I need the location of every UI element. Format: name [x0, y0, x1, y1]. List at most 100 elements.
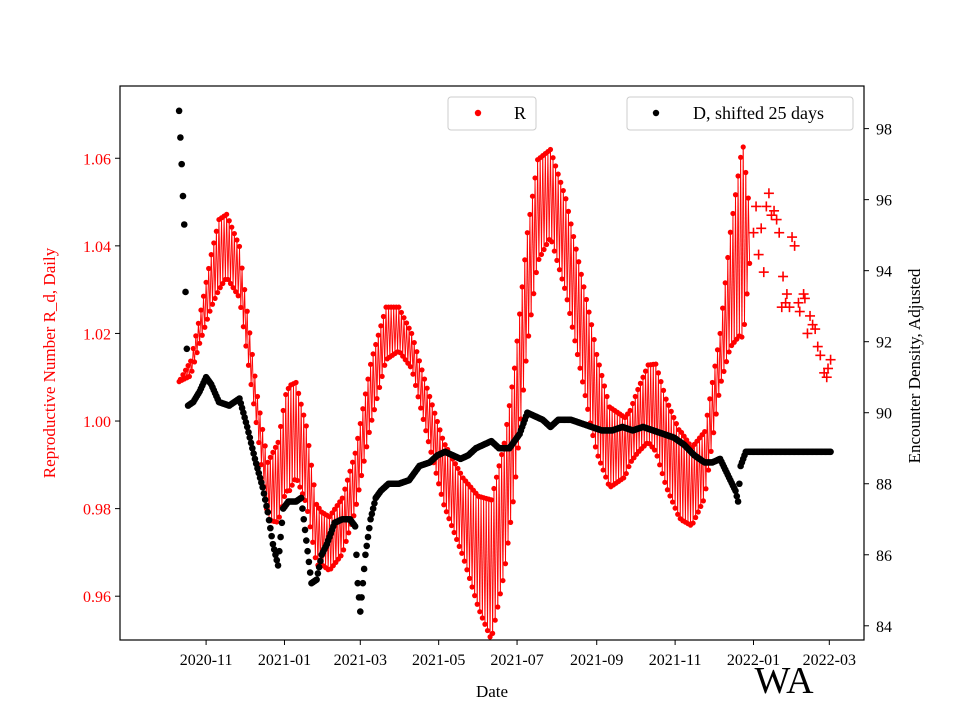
r-point	[346, 530, 352, 536]
d-point	[243, 423, 251, 431]
r-projected-point	[778, 271, 789, 282]
y-axis-left: 0.96 0.98 1.00 1.02 1.04 1.06	[83, 151, 120, 606]
r-point	[495, 604, 501, 610]
r-connector	[303, 415, 306, 501]
r-connector	[350, 462, 354, 525]
r-point	[236, 243, 243, 250]
d-point	[178, 160, 185, 168]
d-point	[269, 540, 277, 548]
r-connector	[718, 333, 721, 396]
r-point	[479, 615, 485, 621]
d-point	[356, 608, 364, 615]
r-point	[573, 246, 579, 252]
r-connector	[499, 454, 503, 594]
r-point	[508, 519, 514, 525]
y-right-tick-label: 98	[876, 122, 892, 139]
r-connector	[580, 274, 584, 382]
r-point	[735, 173, 741, 179]
r-projected-point	[758, 267, 769, 278]
r-point	[338, 553, 344, 559]
r-connector	[355, 438, 359, 505]
r-projected-point	[789, 240, 800, 251]
d-point	[247, 439, 255, 447]
r-projected-point	[784, 302, 795, 313]
r-point	[448, 522, 455, 529]
d-point	[314, 570, 322, 577]
d-point	[260, 490, 268, 497]
d-point	[365, 524, 373, 532]
r-connector	[384, 307, 387, 366]
d-point	[180, 221, 188, 228]
r-point	[220, 280, 226, 287]
r-connector	[601, 375, 604, 471]
r-point	[451, 529, 457, 536]
d-point	[276, 547, 283, 555]
d-point	[301, 526, 309, 534]
r-connector	[578, 261, 581, 369]
y-right-tick-label: 84	[876, 619, 892, 636]
x-tick-label: 2021-03	[334, 652, 387, 669]
d-point	[265, 516, 273, 524]
r-point	[456, 543, 462, 549]
y-axis-right: 84 86 88 90 92 94 96 98	[864, 122, 892, 636]
r-point	[459, 550, 465, 556]
r-connector	[568, 211, 571, 314]
r-connector	[573, 236, 576, 341]
r-point	[226, 218, 232, 224]
r-connector	[246, 311, 249, 366]
r-projected-point	[793, 297, 804, 308]
y-right-tick-label: 90	[876, 406, 892, 423]
r-connector	[408, 328, 411, 367]
r-connector	[431, 404, 434, 463]
r-connector	[502, 443, 505, 581]
r-connector	[201, 296, 204, 336]
d-point	[368, 510, 376, 518]
x-tick-label: 2021-09	[570, 652, 623, 669]
d-point	[177, 134, 184, 141]
r-connector	[715, 349, 718, 415]
d-point	[358, 594, 365, 601]
r-connector	[366, 379, 369, 447]
r-connector	[209, 254, 212, 312]
plot-frame	[119, 85, 865, 641]
legend-d-marker	[652, 109, 660, 117]
r-connector	[295, 382, 298, 481]
r-connector	[745, 172, 748, 294]
y-left-tick-label: 1.02	[83, 326, 111, 343]
series-d	[175, 107, 834, 615]
d-point	[179, 192, 187, 200]
d-point	[362, 551, 369, 559]
r-connector	[494, 477, 497, 621]
r-point	[185, 363, 191, 369]
d-point	[354, 579, 362, 587]
r-connector	[262, 429, 265, 487]
d-point	[360, 565, 368, 573]
r-projected-point	[825, 354, 836, 365]
x-tick-label: 2022-01	[727, 652, 780, 669]
r-connector	[226, 214, 229, 280]
r-connector	[305, 425, 309, 512]
r-connector	[507, 405, 510, 544]
d-point	[250, 450, 257, 457]
r-projected-point	[761, 201, 772, 212]
d-point	[263, 502, 270, 510]
r-point	[186, 373, 192, 380]
r-projected-point	[756, 223, 767, 234]
r-point	[505, 540, 511, 546]
r-point	[555, 171, 561, 177]
r-point	[274, 519, 280, 525]
r-connector	[398, 307, 401, 353]
d-point	[306, 569, 314, 576]
d-point	[297, 494, 305, 502]
y-right-tick-label: 88	[876, 477, 892, 494]
r-connector	[723, 282, 726, 372]
r-connector	[311, 465, 314, 543]
d-point	[175, 107, 183, 115]
r-projected-point	[802, 328, 813, 339]
d-point	[734, 498, 742, 505]
r-connector	[575, 249, 578, 355]
r-connector	[400, 312, 404, 357]
d-point	[733, 492, 741, 500]
series-layer	[175, 107, 836, 640]
